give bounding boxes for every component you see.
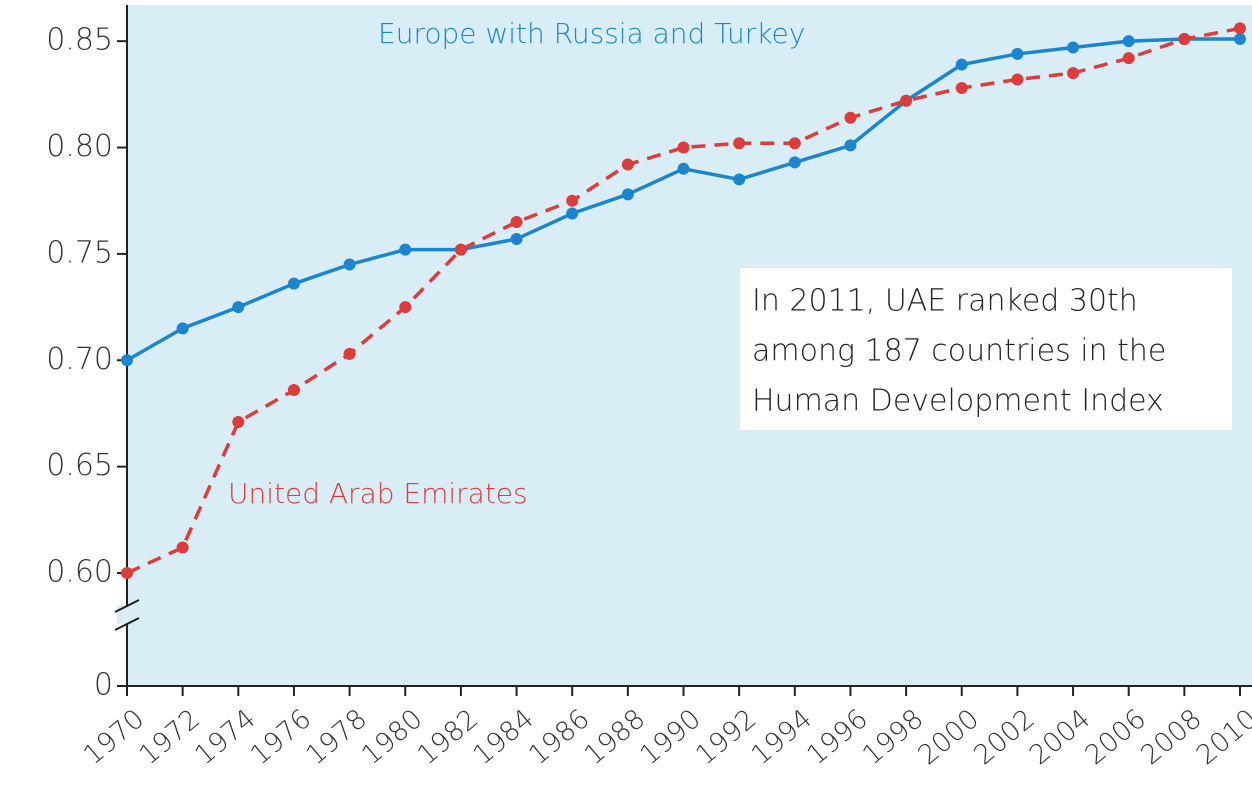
data-point <box>1234 22 1246 35</box>
data-point <box>955 81 968 94</box>
data-point <box>121 354 133 367</box>
x-tick-label: 2008 <box>1135 703 1208 771</box>
x-tick-label: 1974 <box>189 703 262 771</box>
axis-break-mark <box>114 617 140 631</box>
data-point <box>788 156 801 169</box>
data-point <box>176 541 189 554</box>
data-point <box>677 141 690 154</box>
data-point <box>1122 52 1135 65</box>
data-point <box>1234 33 1246 46</box>
x-tick-label: 1994 <box>746 703 819 771</box>
x-tick-label: 2010 <box>1191 703 1252 771</box>
x-tick-label: 2004 <box>1024 703 1097 771</box>
data-point <box>287 384 300 397</box>
x-tick-label: 1992 <box>690 703 763 771</box>
data-point <box>399 301 412 314</box>
data-point <box>399 243 412 256</box>
x-tick-label: 1978 <box>300 703 373 771</box>
x-tick-label: 1986 <box>523 703 596 771</box>
annotation-text: In 2011, UAE ranked 30th <box>752 284 1138 319</box>
data-point <box>510 215 523 228</box>
data-point <box>900 94 913 107</box>
data-point <box>121 567 133 579</box>
data-point <box>844 139 857 152</box>
data-point <box>343 258 356 271</box>
data-point <box>232 415 245 428</box>
data-point <box>677 162 690 175</box>
y-tick-label: 0.70 <box>46 342 113 377</box>
data-point <box>176 322 189 335</box>
x-tick-label: 1990 <box>634 703 707 771</box>
data-point <box>1011 73 1024 86</box>
x-tick-label: 1982 <box>412 703 485 771</box>
data-point <box>454 243 467 256</box>
data-point <box>1011 47 1024 60</box>
x-tick-label: 1988 <box>579 703 652 771</box>
x-tick-label: 1976 <box>245 703 318 771</box>
x-tick-label: 1970 <box>78 703 151 771</box>
data-point <box>1178 33 1191 46</box>
data-point <box>955 58 968 71</box>
x-tick-label: 2000 <box>913 703 986 771</box>
data-point <box>566 207 579 220</box>
x-tick-label: 2002 <box>968 703 1041 771</box>
y-tick-label: 0.65 <box>46 448 113 483</box>
series-label: Europe with Russia and Turkey <box>378 17 805 50</box>
data-point <box>788 137 801 150</box>
x-tick-label: 1972 <box>133 703 206 771</box>
data-point <box>621 158 634 171</box>
axis-break-mark <box>114 599 140 613</box>
data-point <box>733 173 746 186</box>
annotation-box <box>740 268 1232 430</box>
x-tick-label: 1996 <box>801 703 874 771</box>
data-point <box>232 301 245 314</box>
data-point <box>566 194 579 207</box>
series-label: United Arab Emirates <box>228 477 528 510</box>
y-tick-label: 0 <box>94 668 113 703</box>
x-tick-label: 1980 <box>356 703 429 771</box>
axis-break-gap <box>117 606 137 624</box>
data-point <box>844 111 857 124</box>
y-tick-label: 0.85 <box>46 23 113 58</box>
x-tick-label: 2006 <box>1079 703 1152 771</box>
data-point <box>287 277 300 290</box>
series-line <box>126 26 1241 575</box>
data-point <box>1067 41 1080 54</box>
x-tick-label: 1984 <box>467 703 540 771</box>
x-tick-label: 1998 <box>857 703 930 771</box>
data-point <box>1122 35 1135 48</box>
annotation-text: among 187 countries in the <box>752 334 1166 369</box>
y-tick-label: 0.60 <box>46 555 113 590</box>
data-point <box>343 347 356 360</box>
data-point <box>621 188 634 201</box>
data-point <box>1067 67 1080 80</box>
y-tick-label: 0.80 <box>46 129 113 164</box>
data-point <box>510 233 523 246</box>
data-point <box>733 137 746 150</box>
y-tick-label: 0.75 <box>46 235 113 270</box>
annotation-text: Human Development Index <box>752 384 1164 419</box>
